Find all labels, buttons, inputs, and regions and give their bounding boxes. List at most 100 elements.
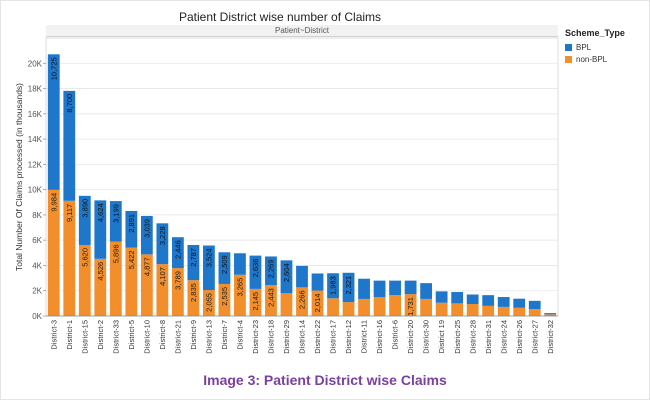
bar-bpl [218, 252, 231, 284]
y-tick-label: 6K [32, 236, 42, 245]
bar-non-bpl [78, 244, 91, 316]
data-label-bpl: 3,890 [80, 199, 89, 218]
x-tick-label: District-7 [220, 320, 229, 350]
bar-non-bpl [171, 268, 184, 316]
bar-bpl [94, 200, 107, 259]
bar-bpl [187, 244, 200, 281]
x-tick-label: District-2 [96, 320, 105, 350]
bar-non-bpl [156, 264, 169, 316]
x-tick-label: District-3 [49, 320, 58, 350]
x-tick-label: District-24 [499, 320, 508, 354]
data-label-non-bpl: 5,896 [111, 244, 120, 263]
bar-bpl [466, 294, 479, 304]
bar-bpl [203, 245, 215, 291]
x-tick-label: District-12 [344, 320, 353, 354]
data-label-non-bpl: 2,535 [220, 287, 229, 306]
bar-non-bpl [435, 302, 448, 316]
bar-non-bpl [342, 302, 355, 316]
y-tick-label: 16K [28, 110, 43, 119]
bar-bpl [404, 280, 417, 295]
bar-non-bpl [249, 288, 262, 316]
legend-label-bpl: BPL [576, 42, 592, 52]
x-tick-label: District-28 [468, 320, 477, 354]
x-tick-label: District-22 [313, 320, 322, 354]
bar-non-bpl [420, 298, 433, 316]
data-label-bpl: 2,787 [189, 248, 198, 267]
data-label-non-bpl: 5,422 [127, 250, 136, 269]
bar-bpl [497, 297, 510, 307]
bar-non-bpl [327, 298, 339, 316]
bar-non-bpl [47, 189, 60, 316]
bar-non-bpl [466, 303, 479, 316]
x-tick-label: District-31 [484, 320, 493, 354]
y-tick-label: 10K [28, 186, 43, 195]
x-tick-label: District-33 [111, 320, 120, 354]
bar-bpl [280, 260, 293, 294]
bar-bpl [63, 90, 76, 201]
x-tick-label: District-10 [142, 320, 151, 354]
bar-bpl [109, 201, 122, 242]
data-label-non-bpl: 4,877 [142, 257, 151, 276]
x-tick-label: District-25 [453, 320, 462, 354]
y-tick-label: 14K [28, 135, 43, 144]
chart-plot: 0K 2K 4K 6K 8K 10K 12K 14K 16K 18K 20K Total Number… [14, 37, 559, 354]
data-label-bpl: 2,509 [220, 255, 229, 274]
panel-header: Patient~District [46, 25, 558, 37]
bar-non-bpl [140, 254, 153, 316]
data-label-non-bpl: 9,117 [65, 204, 74, 222]
y-tick-label: 8K [32, 211, 42, 220]
bar-bpl [373, 280, 386, 298]
bar-non-bpl [296, 287, 308, 316]
bar-bpl [249, 255, 262, 289]
y-tick-label: 0K [32, 312, 42, 321]
data-label-non-bpl: 5,620 [80, 248, 89, 267]
legend-swatch-non-bpl [565, 55, 572, 63]
bar-bpl [528, 300, 541, 310]
bar-bpl [451, 291, 464, 304]
data-label-bpl: 2,891 [127, 214, 136, 233]
y-axis-label: Total Number Of Claims processed (in tho… [14, 83, 24, 271]
data-label-non-bpl: 2,055 [205, 293, 214, 312]
data-label-bpl: 2,446 [173, 240, 182, 259]
x-tick-label: District-21 [173, 320, 182, 354]
data-label-bpl: 1,983 [329, 276, 338, 295]
bar-non-bpl [280, 293, 293, 316]
legend-label-non-bpl: non-BPL [576, 54, 608, 64]
chart-title: Patient District wise number of Claims [178, 10, 382, 24]
bar-non-bpl [544, 314, 557, 316]
bar-non-bpl [203, 290, 215, 316]
legend-item-bpl[interactable]: BPL [565, 41, 645, 53]
bar-non-bpl [265, 285, 277, 316]
legend-item-non-bpl[interactable]: non-BPL [565, 53, 645, 65]
bar-non-bpl [389, 295, 401, 316]
x-tick-label: District-6 [391, 320, 400, 350]
bar-non-bpl [528, 309, 541, 316]
bar-non-bpl [482, 305, 495, 316]
data-label-bpl: 3,228 [158, 226, 167, 245]
bar-non-bpl [218, 283, 231, 316]
bar-non-bpl [187, 280, 200, 316]
bar-non-bpl [94, 258, 107, 316]
x-tick-label: District-9 [189, 320, 198, 350]
bar-bpl [544, 313, 557, 315]
data-label-bpl: 2,321 [344, 276, 353, 295]
y-tick-label: 20K [28, 59, 43, 68]
x-tick-label: District-17 [329, 320, 338, 354]
x-tick-label: District-18 [267, 320, 276, 354]
bar-bpl [47, 54, 60, 190]
bar-bpl [78, 195, 91, 245]
data-label-non-bpl: 2,014 [313, 294, 322, 313]
data-label-bpl: 3,039 [142, 219, 151, 238]
bar-non-bpl [311, 290, 324, 316]
bar-non-bpl [404, 294, 417, 316]
data-label-bpl: 2,269 [267, 259, 276, 278]
bar-bpl [420, 283, 433, 299]
x-tick-label: District-30 [422, 320, 431, 354]
legend-title: Scheme_Type [565, 28, 625, 38]
x-tick-label: District-5 [127, 320, 136, 350]
bar-bpl [125, 210, 138, 248]
bar-non-bpl [513, 307, 526, 316]
bar-bpl [171, 237, 184, 269]
data-label-bpl: 2,636 [251, 259, 260, 278]
bar-bpl [358, 278, 370, 299]
